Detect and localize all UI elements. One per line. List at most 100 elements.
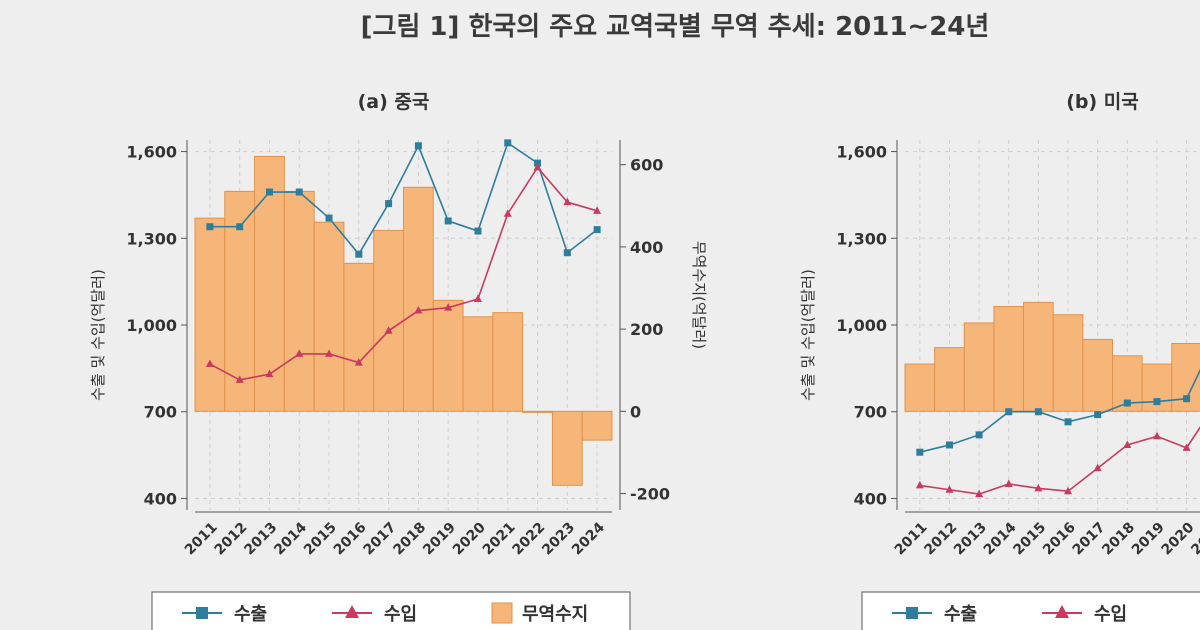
x-tick-label: 2015 (1010, 520, 1049, 559)
bar-balance-2016 (1052, 314, 1084, 412)
legend-box (151, 591, 631, 630)
line-export (209, 141, 598, 256)
x-tick-label: 2018 (390, 520, 429, 559)
x-tick-label: 2015 (301, 520, 340, 559)
x-tick-label: 2016 (331, 520, 370, 559)
point-export-2014 (1005, 408, 1013, 416)
point-import-2019 (1152, 431, 1161, 440)
y-tick-label: 700 (144, 403, 177, 422)
x-tick-label: 2011 (892, 520, 931, 559)
legend-marker-import (1055, 605, 1069, 618)
legend-label-import: 수입 (1094, 603, 1127, 625)
point-export-2013 (975, 431, 983, 439)
bar-balance-2014 (993, 306, 1025, 412)
point-export-2017 (385, 200, 393, 208)
bar-balance-2021 (492, 312, 524, 412)
point-import-2011 (205, 359, 214, 368)
legend-box (861, 591, 1200, 630)
point-import-2023 (563, 197, 572, 206)
y-tick-label: 1,000 (836, 316, 887, 335)
x-tick-label: 2014 (981, 519, 1020, 558)
point-export-2019 (1153, 398, 1161, 406)
y-tick-label: 400 (854, 489, 887, 508)
y2-tick-label: 400 (630, 238, 663, 257)
x-tick-label: 2022 (509, 520, 548, 559)
point-import-2015 (1034, 483, 1043, 492)
x-tick-label: 2011 (182, 520, 221, 559)
point-import-2016 (354, 358, 363, 366)
point-export-2019 (444, 217, 452, 225)
point-import-2020 (473, 294, 482, 302)
y2-tick-label: 200 (630, 320, 663, 339)
y-tick-label: 1,600 (126, 143, 177, 162)
point-import-2017 (384, 326, 393, 334)
bar-balance-2020 (462, 316, 494, 412)
y-tick-label: 700 (854, 403, 887, 422)
x-tick-label: 2017 (1070, 520, 1109, 559)
bar-balance-2011 (194, 217, 226, 412)
y-tick-label: 1,000 (126, 316, 177, 335)
bar-balance-2012 (934, 347, 965, 412)
bar-balance-2024 (581, 410, 613, 441)
legend-label-balance: 무역수지 (522, 604, 588, 625)
point-export-2014 (295, 188, 303, 196)
point-export-2015 (325, 214, 333, 222)
figure-title: [그림 1] 한국의 주요 교역국별 무역 추세: 2011~24년 (360, 12, 990, 42)
line-import (209, 166, 598, 381)
point-import-2019 (444, 303, 453, 311)
x-tick-label: 2018 (1099, 520, 1138, 559)
point-import-2013 (975, 489, 984, 498)
legend-label-export: 수출 (944, 604, 977, 625)
point-export-2011 (916, 448, 924, 456)
y2-axis-label: 무역수지(억달러) (690, 241, 708, 349)
point-import-2014 (1004, 479, 1013, 487)
point-import-2012 (945, 485, 954, 493)
point-export-2021 (504, 139, 512, 147)
point-export-2020 (474, 227, 482, 235)
x-tick-label: 2013 (241, 520, 280, 559)
point-export-2011 (206, 223, 214, 231)
point-export-2013 (265, 188, 273, 196)
y2-tick-label: -200 (630, 485, 670, 504)
point-import-2022 (533, 162, 542, 171)
point-export-2023 (563, 249, 571, 257)
point-import-2021 (503, 209, 512, 217)
point-export-2012 (945, 441, 953, 449)
y-tick-label: 1,300 (836, 229, 887, 248)
line-import (919, 426, 1200, 495)
x-tick-label: 2017 (361, 520, 400, 559)
point-import-2018 (1123, 440, 1132, 448)
point-export-2016 (355, 250, 363, 258)
panel-title: (b) 미국 (1066, 91, 1139, 113)
bar-balance-2014 (283, 190, 315, 412)
point-import-2014 (295, 349, 304, 357)
point-import-2017 (1093, 463, 1102, 472)
point-export-2016 (1064, 418, 1072, 426)
point-import-2011 (915, 480, 924, 489)
x-tick-label: 2013 (951, 520, 990, 559)
legend-label-import: 수입 (384, 603, 417, 625)
chart-panel-0: (a) 중국 400 700 1,000 1,300 1,600 -200 0 200 400 60… (89, 91, 708, 630)
x-tick-label: 2012 (212, 520, 251, 559)
x-tick-label: 2016 (1040, 520, 1079, 559)
bar-balance-2019 (432, 299, 464, 412)
legend-swatch-balance (491, 602, 513, 624)
bar-balance-2023 (551, 410, 583, 486)
x-tick-label: 2024 (569, 519, 608, 558)
y2-tick-label: 600 (630, 156, 663, 175)
point-export-2012 (236, 223, 244, 231)
bar-balance-2013 (254, 155, 285, 412)
point-export-2024 (593, 226, 601, 234)
point-import-2020 (1182, 443, 1191, 451)
bar-balance-2013 (963, 322, 995, 412)
x-tick-label: 2019 (1129, 520, 1168, 559)
point-import-2016 (1064, 486, 1073, 495)
legend-label-export: 수출 (234, 604, 267, 625)
legend-marker-export (196, 607, 208, 619)
x-tick-label: 2021 (480, 520, 519, 559)
bar-balance-2015 (313, 221, 345, 412)
point-export-2018 (414, 142, 422, 150)
line-export (919, 368, 1200, 453)
point-import-2024 (593, 206, 602, 214)
